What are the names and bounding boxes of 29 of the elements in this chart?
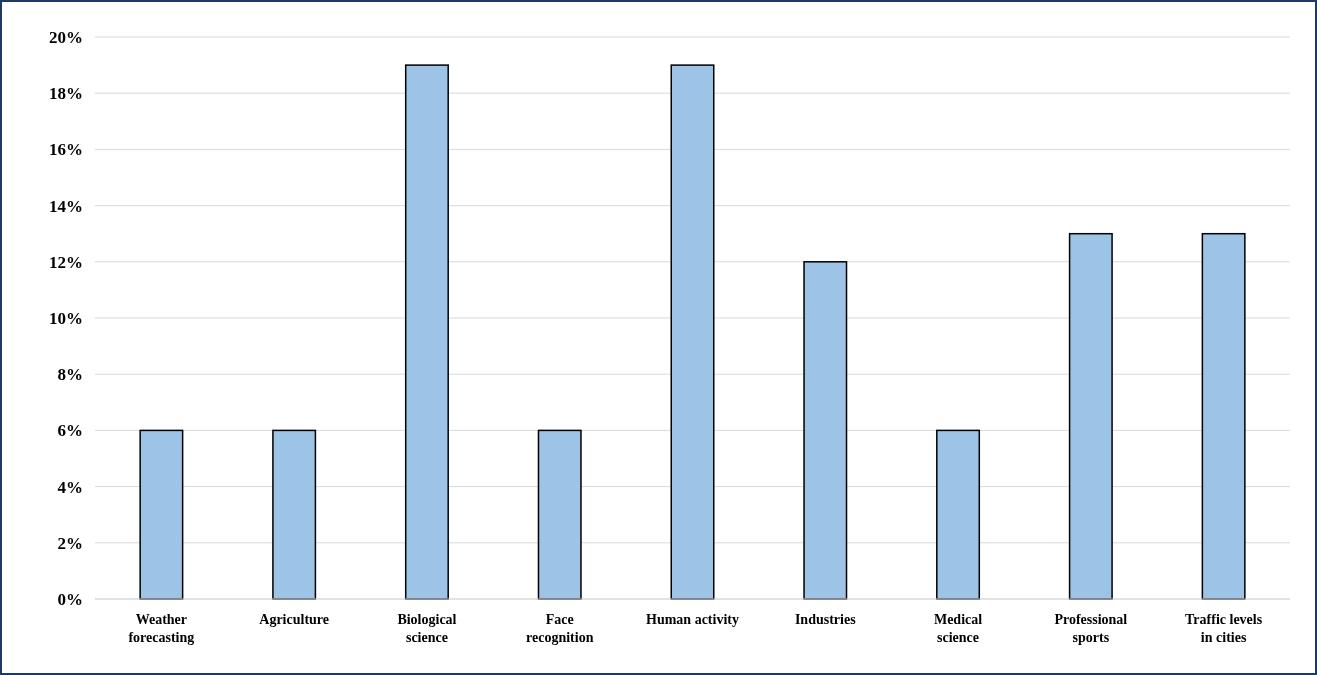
y-tick-label: 10% [49,308,83,328]
x-tick-label: Industries [794,612,857,627]
bar [803,261,848,600]
bar [670,64,715,600]
y-tick-label: 12% [49,252,83,272]
bar [404,64,449,600]
y-tick-label: 14% [49,196,83,216]
bar [1201,232,1246,600]
x-tick-label: Traffic levels in cities [1185,612,1263,645]
y-tick-label: 16% [49,140,83,160]
bar [1068,232,1113,600]
x-tick-label: Human activity [646,612,739,627]
y-tick-label: 6% [57,421,83,441]
bar [537,429,582,600]
x-tick-label: Biological science [397,612,457,645]
x-tick-label: Medical science [933,612,983,645]
bar [936,429,981,600]
x-tick-label: Face recognition [526,612,594,645]
y-tick-label: 18% [49,84,83,104]
x-tick-label: Professional sports [1054,612,1128,645]
bar [139,429,184,600]
y-tick-label: 20% [49,27,83,47]
y-tick-label: 8% [57,365,83,385]
bar [272,429,317,600]
x-tick-label: Weather forecasting [128,612,195,645]
y-tick-label: 2% [57,533,83,553]
y-tick-label: 0% [57,589,83,609]
y-tick-label: 4% [57,477,83,497]
x-tick-label: Agriculture [259,612,330,627]
